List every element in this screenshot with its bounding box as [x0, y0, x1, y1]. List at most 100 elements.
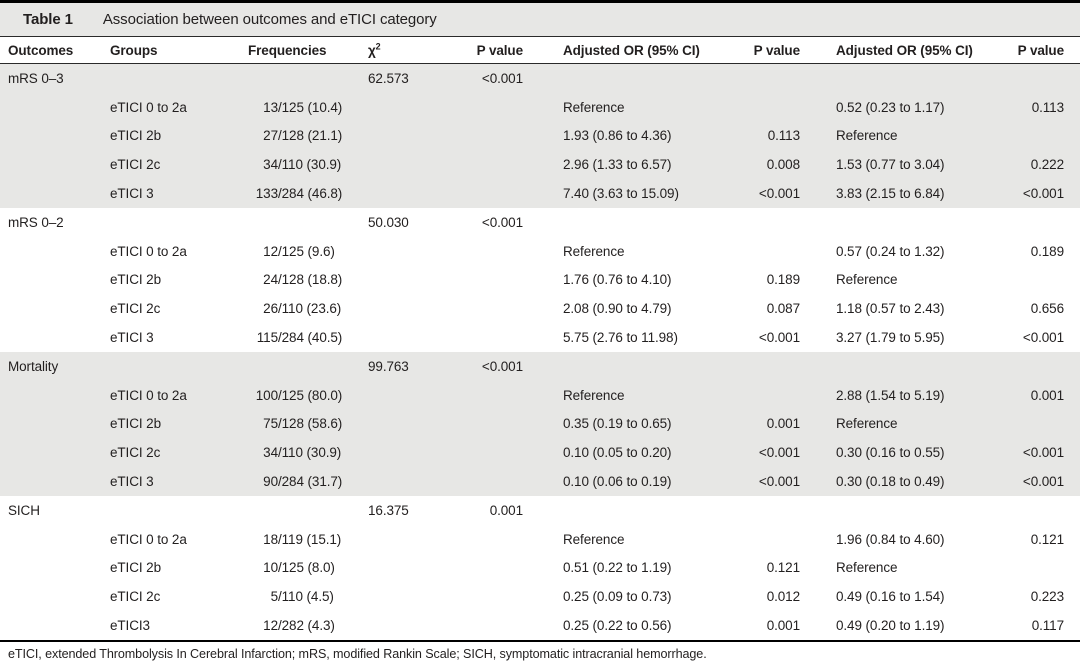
chi2-pvalue-cell	[445, 438, 533, 467]
outcome-row: SICH 16.375 0.001	[0, 496, 1080, 525]
group-cell: eTICI 2c	[110, 589, 161, 605]
group-cell: eTICI 2b	[110, 128, 161, 144]
outcome-cell: mRS 0–2	[8, 214, 64, 230]
outcome-cell	[0, 122, 110, 151]
group-row: eTICI3 12/282 (4.3) 0.25 (0.22 to 0.56) 0.0…	[0, 611, 1080, 640]
frequency-numerator: 75	[263, 416, 278, 432]
chi2-pvalue-cell	[445, 93, 533, 122]
or1-cell	[533, 352, 718, 381]
or2-pvalue-cell: <0.001	[1022, 330, 1064, 346]
or1-pvalue-cell	[718, 496, 808, 525]
frequency-cell: 18/119 (15.1)	[240, 525, 360, 554]
or1-pvalue-cell: 0.001	[766, 416, 800, 432]
frequency-numerator: 27	[263, 128, 278, 144]
chi2-cell	[360, 525, 445, 554]
chi2-cell: 16.375	[368, 502, 409, 518]
or2-cell	[808, 208, 988, 237]
frequency-numerator: 5	[270, 589, 279, 605]
frequency-numerator: 34	[263, 157, 278, 173]
group-cell: eTICI 0 to 2a	[110, 243, 187, 259]
group-cell: eTICI 2c	[110, 157, 161, 173]
outcome-cell	[0, 381, 110, 410]
or1-pvalue-cell	[718, 352, 808, 381]
or2-pvalue-cell	[988, 554, 1080, 583]
group-row: eTICI 0 to 2a 12/125 (9.6) Reference 0.57 (…	[0, 237, 1080, 266]
outcome-row: Mortality 99.763 <0.001	[0, 351, 1080, 381]
or1-cell	[533, 208, 718, 237]
or1-cell: 0.51 (0.22 to 1.19)	[563, 560, 672, 576]
frequency-cell: 24/128 (18.8)	[240, 266, 360, 295]
chi2-pvalue-cell: 0.001	[489, 502, 523, 518]
or1-pvalue-cell: 0.008	[766, 157, 800, 173]
chi2-pvalue-cell	[445, 611, 533, 640]
group-cell: eTICI 2b	[110, 272, 161, 288]
frequency-cell	[240, 352, 360, 381]
col-header-p-or-2: P value	[988, 37, 1080, 64]
or1-pvalue-cell	[718, 525, 808, 554]
or2-pvalue-cell	[988, 122, 1080, 151]
col-header-outcomes: Outcomes	[0, 37, 110, 64]
or2-cell: 0.49 (0.16 to 1.54)	[836, 589, 945, 605]
or1-cell: 0.10 (0.06 to 0.19)	[563, 474, 672, 490]
frequency-rest: /110 (23.6)	[278, 301, 342, 317]
chi2-pvalue-cell	[445, 179, 533, 208]
chi2-cell: 99.763	[368, 358, 409, 374]
or1-cell: 1.93 (0.86 to 4.36)	[563, 128, 672, 144]
frequency-rest: /110 (30.9)	[278, 157, 342, 173]
chi2-cell	[360, 323, 445, 352]
group-row: eTICI 0 to 2a 18/119 (15.1) Reference 1.96 …	[0, 525, 1080, 554]
or1-cell	[533, 496, 718, 525]
or1-cell: 0.35 (0.19 to 0.65)	[563, 416, 672, 432]
frequency-numerator: 26	[263, 301, 278, 317]
or1-cell: 5.75 (2.76 to 11.98)	[563, 330, 678, 346]
frequency-numerator: 100	[255, 387, 278, 403]
col-header-label: P value	[1017, 42, 1064, 58]
top-rule	[0, 0, 1080, 3]
table-title: Association between outcomes and eTICI c…	[102, 11, 437, 28]
group-cell: eTICI 0 to 2a	[110, 531, 187, 547]
group-row: eTICI 3 90/284 (31.7) 0.10 (0.06 to 0.19) <…	[0, 467, 1080, 496]
frequency-numerator: 133	[255, 186, 278, 202]
frequency-rest: /125 (80.0)	[278, 387, 343, 403]
or2-cell: 3.83 (2.15 to 6.84)	[836, 186, 945, 202]
group-cell	[110, 352, 240, 381]
or1-pvalue-cell: 0.087	[766, 301, 800, 317]
or2-pvalue-cell	[988, 208, 1080, 237]
or1-pvalue-cell: 0.113	[767, 128, 800, 144]
outcome-cell: Mortality	[8, 358, 59, 374]
or1-pvalue-cell	[718, 237, 808, 266]
outcome-row: mRS 0–2 50.030 <0.001	[0, 208, 1080, 237]
or1-cell: 7.40 (3.63 to 15.09)	[563, 186, 679, 202]
frequency-cell: 12/125 (9.6)	[240, 237, 360, 266]
table-label: Table 1	[23, 11, 73, 28]
frequency-cell: 5/110 (4.5)	[240, 582, 360, 611]
group-row: eTICI 0 to 2a 13/125 (10.4) Reference 0.52 …	[0, 92, 1080, 122]
frequency-cell: 27/128 (21.1)	[240, 122, 360, 151]
chi2-cell	[360, 381, 445, 410]
or1-pvalue-cell: 0.001	[766, 618, 800, 634]
or1-cell: 2.96 (1.33 to 6.57)	[563, 157, 672, 173]
group-row: eTICI 2b 27/128 (21.1) 1.93 (0.86 to 4.36)…	[0, 121, 1080, 151]
table-header: Outcomes Groups Frequencies χ2 P value Adjust…	[0, 37, 1080, 64]
frequency-rest: /128 (21.1)	[278, 128, 343, 144]
or2-cell: Reference	[836, 560, 898, 576]
chi2-cell	[360, 438, 445, 467]
or1-pvalue-cell: 0.189	[766, 272, 800, 288]
chi2-cell	[360, 582, 445, 611]
outcome-cell	[0, 323, 110, 352]
or1-cell: 0.25 (0.22 to 0.56)	[563, 618, 672, 634]
frequency-cell: 12/282 (4.3)	[240, 611, 360, 640]
frequency-rest: /128 (18.8)	[278, 272, 343, 288]
or2-cell: 2.88 (1.54 to 5.19)	[836, 387, 945, 403]
frequency-numerator: 90	[263, 474, 278, 490]
outcome-cell: mRS 0–3	[8, 70, 64, 86]
outcome-cell	[0, 150, 110, 179]
chi2-pvalue-cell	[445, 237, 533, 266]
chi2-pvalue-cell: <0.001	[481, 358, 523, 374]
or2-cell: 0.57 (0.24 to 1.32)	[836, 243, 945, 259]
chi2-cell	[360, 410, 445, 439]
or1-cell: 1.76 (0.76 to 4.10)	[563, 272, 672, 288]
outcome-cell	[0, 525, 110, 554]
frequency-cell: 34/110 (30.9)	[240, 150, 360, 179]
outcome-cell	[0, 467, 110, 496]
